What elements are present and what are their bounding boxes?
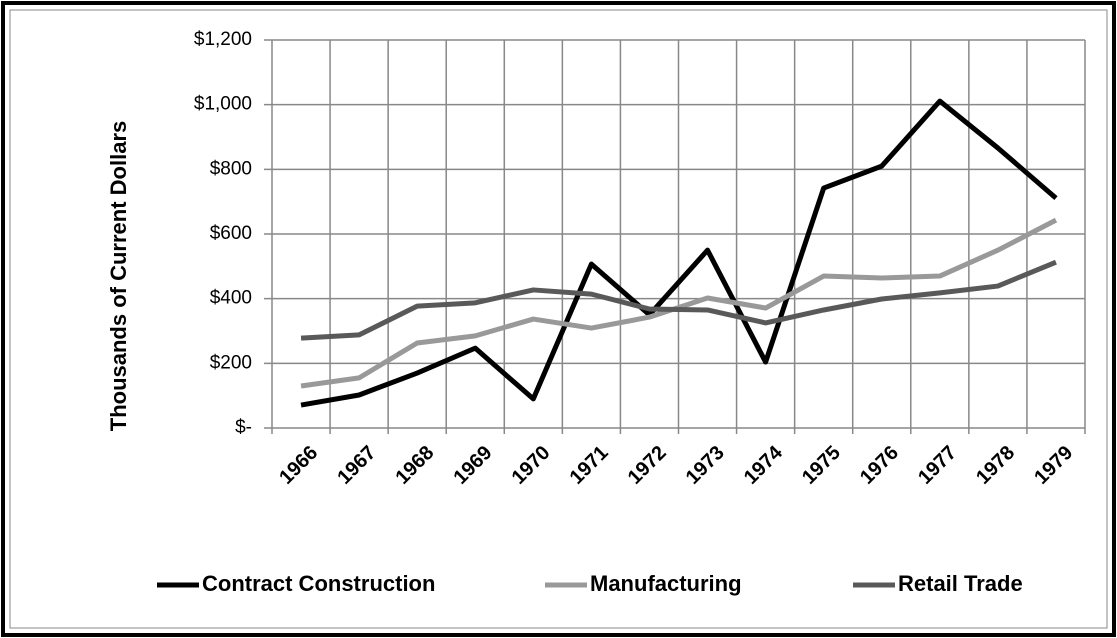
y-tick-label: $1,000 — [194, 94, 252, 115]
x-tick-label: 1967 — [333, 442, 380, 489]
y-axis-label: Thousands of Current Dollars — [106, 121, 131, 431]
y-tick-label: $- — [235, 417, 252, 438]
x-tick-label: 1973 — [682, 442, 729, 489]
x-tick-label: 1976 — [856, 442, 903, 489]
x-tick-label: 1975 — [798, 442, 845, 489]
y-tick-label: $600 — [210, 223, 252, 244]
x-tick-label: 1968 — [391, 442, 438, 489]
x-tick-label: 1969 — [449, 442, 496, 489]
inner-border — [9, 9, 1108, 629]
x-tick-label: 1971 — [566, 442, 613, 489]
x-tick-label: 1972 — [624, 442, 671, 489]
series-line — [300, 259, 1057, 341]
y-tick-label: $1,200 — [194, 29, 252, 50]
legend-label: Retail Trade — [898, 571, 1023, 596]
x-tick-label: 1979 — [1030, 442, 1077, 489]
y-tick-label: $400 — [210, 288, 252, 309]
x-tick-label: 1966 — [275, 442, 322, 489]
x-tick-label: 1974 — [740, 441, 788, 489]
y-tick-label: $200 — [210, 352, 252, 373]
y-tick-label: $800 — [210, 158, 252, 179]
series-line — [300, 98, 1058, 408]
x-tick-label: 1977 — [914, 442, 961, 489]
legend-label: Contract Construction — [202, 571, 435, 596]
legend-label: Manufacturing — [590, 571, 742, 596]
x-tick-label: 1978 — [972, 442, 1019, 489]
x-tick-label: 1970 — [508, 442, 555, 489]
